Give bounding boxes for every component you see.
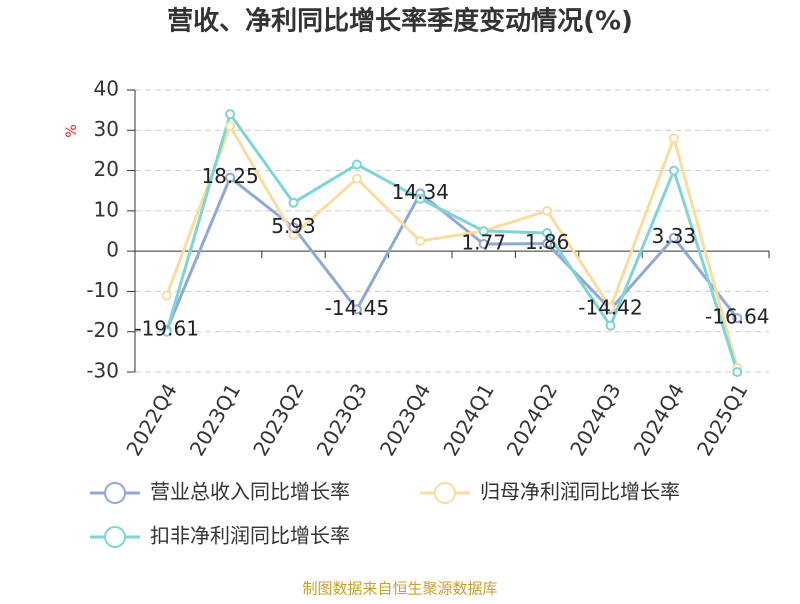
data-label: 14.34	[392, 180, 449, 204]
data-point	[225, 172, 236, 183]
x-tick-label: 2023Q2	[248, 379, 308, 460]
data-point	[605, 320, 616, 331]
data-point	[351, 159, 362, 170]
data-point	[605, 302, 616, 313]
series-line	[165, 175, 739, 331]
y-tick-label: 0	[106, 238, 119, 262]
legend-marker	[104, 482, 126, 504]
data-point	[225, 109, 236, 120]
x-tick-label: 2024Q4	[629, 379, 689, 460]
y-tick-label: -10	[86, 278, 119, 302]
y-tick-label: 30	[94, 117, 119, 141]
data-label: 3.33	[652, 224, 697, 248]
y-tick-label: 20	[94, 157, 119, 181]
data-label: -16.64	[705, 305, 769, 329]
y-tick-label: 40	[94, 77, 119, 101]
data-label: 5.93	[271, 214, 316, 238]
legend-marker	[104, 526, 126, 548]
x-tick-label: 2024Q3	[565, 379, 625, 460]
x-tick-label: 2022Q4	[121, 379, 181, 460]
x-tick-label: 2023Q1	[185, 379, 245, 460]
data-point	[225, 121, 236, 132]
data-point	[732, 367, 743, 377]
series-line	[165, 110, 739, 373]
legend-marker	[434, 482, 456, 504]
data-point	[478, 226, 489, 236]
data-label: -19.61	[134, 317, 198, 341]
y-tick-label: -20	[86, 318, 119, 342]
x-tick-label: 2023Q3	[312, 379, 372, 460]
data-point	[161, 290, 172, 301]
data-label: 1.86	[525, 230, 570, 254]
x-tick-label: 2024Q1	[438, 379, 498, 460]
chart-title: 营收、净利同比增长率季度变动情况(%)	[167, 6, 633, 37]
y-axis-label: %	[64, 124, 80, 137]
x-tick-label: 2025Q1	[692, 379, 752, 460]
data-label: 18.25	[201, 164, 258, 188]
data-point	[415, 193, 426, 204]
data-point	[288, 197, 299, 208]
data-point	[732, 313, 743, 324]
data-point	[288, 230, 299, 241]
data-point	[542, 205, 553, 216]
x-tick-label: 2024Q2	[502, 379, 562, 460]
data-point	[351, 173, 362, 184]
data-point	[668, 165, 679, 176]
data-point	[668, 232, 679, 243]
legend-label: 营业总收入同比增长率	[150, 480, 350, 504]
source-note: 制图数据来自恒生聚源数据库	[302, 580, 497, 598]
data-point	[161, 326, 172, 337]
data-point	[478, 239, 489, 250]
data-label: -14.42	[578, 296, 642, 320]
y-tick-label: 10	[94, 197, 119, 221]
data-point	[542, 238, 553, 249]
x-tick-label: 2023Q4	[375, 379, 435, 460]
series-line	[165, 122, 739, 369]
data-point	[668, 133, 679, 144]
data-point	[415, 236, 426, 247]
data-point	[542, 228, 553, 239]
data-point	[351, 304, 362, 315]
legend-label: 扣非净利润同比增长率	[150, 524, 350, 548]
data-label: 1.77	[461, 231, 506, 255]
legend-label: 归母净利润同比增长率	[480, 480, 680, 504]
data-label: -14.45	[325, 296, 389, 320]
y-tick-label: -30	[86, 359, 119, 383]
